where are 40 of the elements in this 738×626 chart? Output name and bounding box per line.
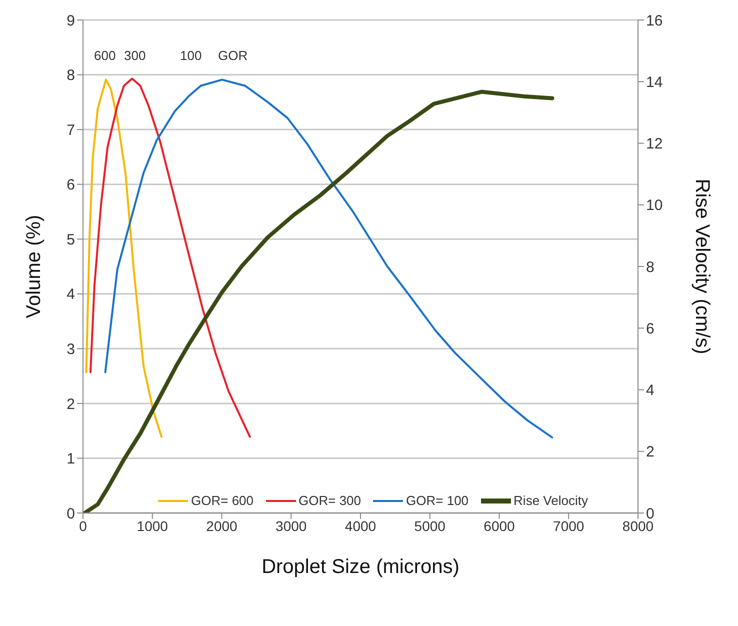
line-series <box>85 78 163 438</box>
x-tick-label: 4000 <box>344 518 376 534</box>
y2-tick-label: 8 <box>646 258 654 276</box>
x-tick-label: 3000 <box>276 518 307 534</box>
y-tick-label: 0 <box>66 505 75 522</box>
x-tick-label: 2000 <box>206 518 238 534</box>
annotation: 300 <box>124 48 146 63</box>
annotation: 100 <box>180 48 202 63</box>
y2-tick-label: 4 <box>646 382 654 400</box>
y-tick-label: 6 <box>66 176 75 194</box>
y-tick-label: 2 <box>66 396 75 413</box>
x-axis-title: Droplet Size (microns) <box>262 556 460 578</box>
annotation: GOR <box>218 48 248 63</box>
x-tick-label: 5000 <box>414 518 446 534</box>
line-series <box>104 78 554 438</box>
y-tick-label: 7 <box>66 122 75 139</box>
y2-tick-label: 10 <box>646 197 663 214</box>
y-tick-label: 4 <box>66 286 75 304</box>
y2-tick-label: 2 <box>646 444 654 461</box>
y-tick-label: 5 <box>66 231 75 248</box>
annotation: 600 <box>94 48 116 63</box>
y2-tick-label: 12 <box>646 136 663 153</box>
x-tick-label: 6000 <box>484 518 516 534</box>
y-tick-label: 9 <box>66 12 75 30</box>
y2-tick-label: 16 <box>646 12 663 30</box>
x-tick-label: 7000 <box>553 518 584 534</box>
legend-label: GOR= 300 <box>298 493 362 508</box>
legend-label: GOR= 100 <box>406 493 469 508</box>
y-tick-label: 1 <box>66 450 75 468</box>
y2-axis-title: Rise Velocity (cm/s) <box>690 178 713 354</box>
x-tick-label: 0 <box>79 518 88 534</box>
y2-tick-label: 6 <box>646 320 654 338</box>
legend-label: Rise Velocity <box>514 493 588 508</box>
y-axis-title: Volume (%) <box>23 214 46 318</box>
y-tick-label: 3 <box>66 340 75 358</box>
line-series <box>89 78 251 438</box>
legend-label: GOR= 600 <box>191 493 254 508</box>
y2-tick-label: 14 <box>646 74 663 91</box>
y-tick-label: 8 <box>66 67 75 84</box>
x-tick-label: 1000 <box>136 518 168 534</box>
